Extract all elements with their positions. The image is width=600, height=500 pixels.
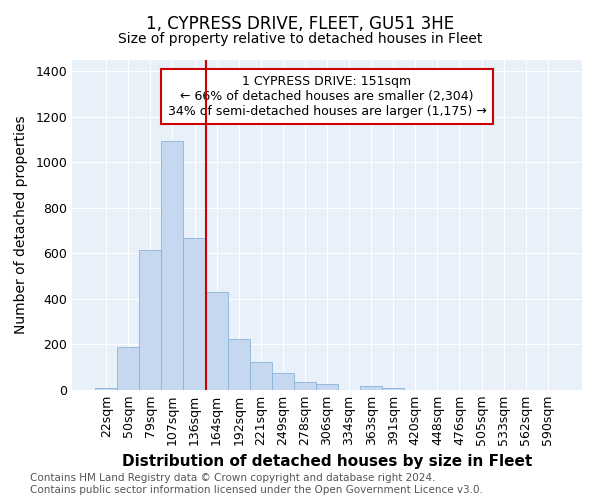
Bar [95,388,117,390]
Bar [227,339,250,390]
Bar [161,141,184,390]
X-axis label: Distribution of detached houses by size in Fleet: Distribution of detached houses by size … [122,454,532,469]
Bar [206,292,227,390]
Text: 1 CYPRESS DRIVE: 151sqm
← 66% of detached houses are smaller (2,304)
34% of semi: 1 CYPRESS DRIVE: 151sqm ← 66% of detache… [167,75,487,118]
Bar [272,373,294,390]
Y-axis label: Number of detached properties: Number of detached properties [14,116,28,334]
Bar [360,386,382,390]
Text: 1, CYPRESS DRIVE, FLEET, GU51 3HE: 1, CYPRESS DRIVE, FLEET, GU51 3HE [146,15,454,33]
Bar [250,362,272,390]
Bar [139,250,161,390]
Text: Size of property relative to detached houses in Fleet: Size of property relative to detached ho… [118,32,482,46]
Text: Contains HM Land Registry data © Crown copyright and database right 2024.
Contai: Contains HM Land Registry data © Crown c… [30,474,483,495]
Bar [316,384,338,390]
Bar [184,238,206,390]
Bar [117,347,139,390]
Bar [294,382,316,390]
Bar [382,388,404,390]
